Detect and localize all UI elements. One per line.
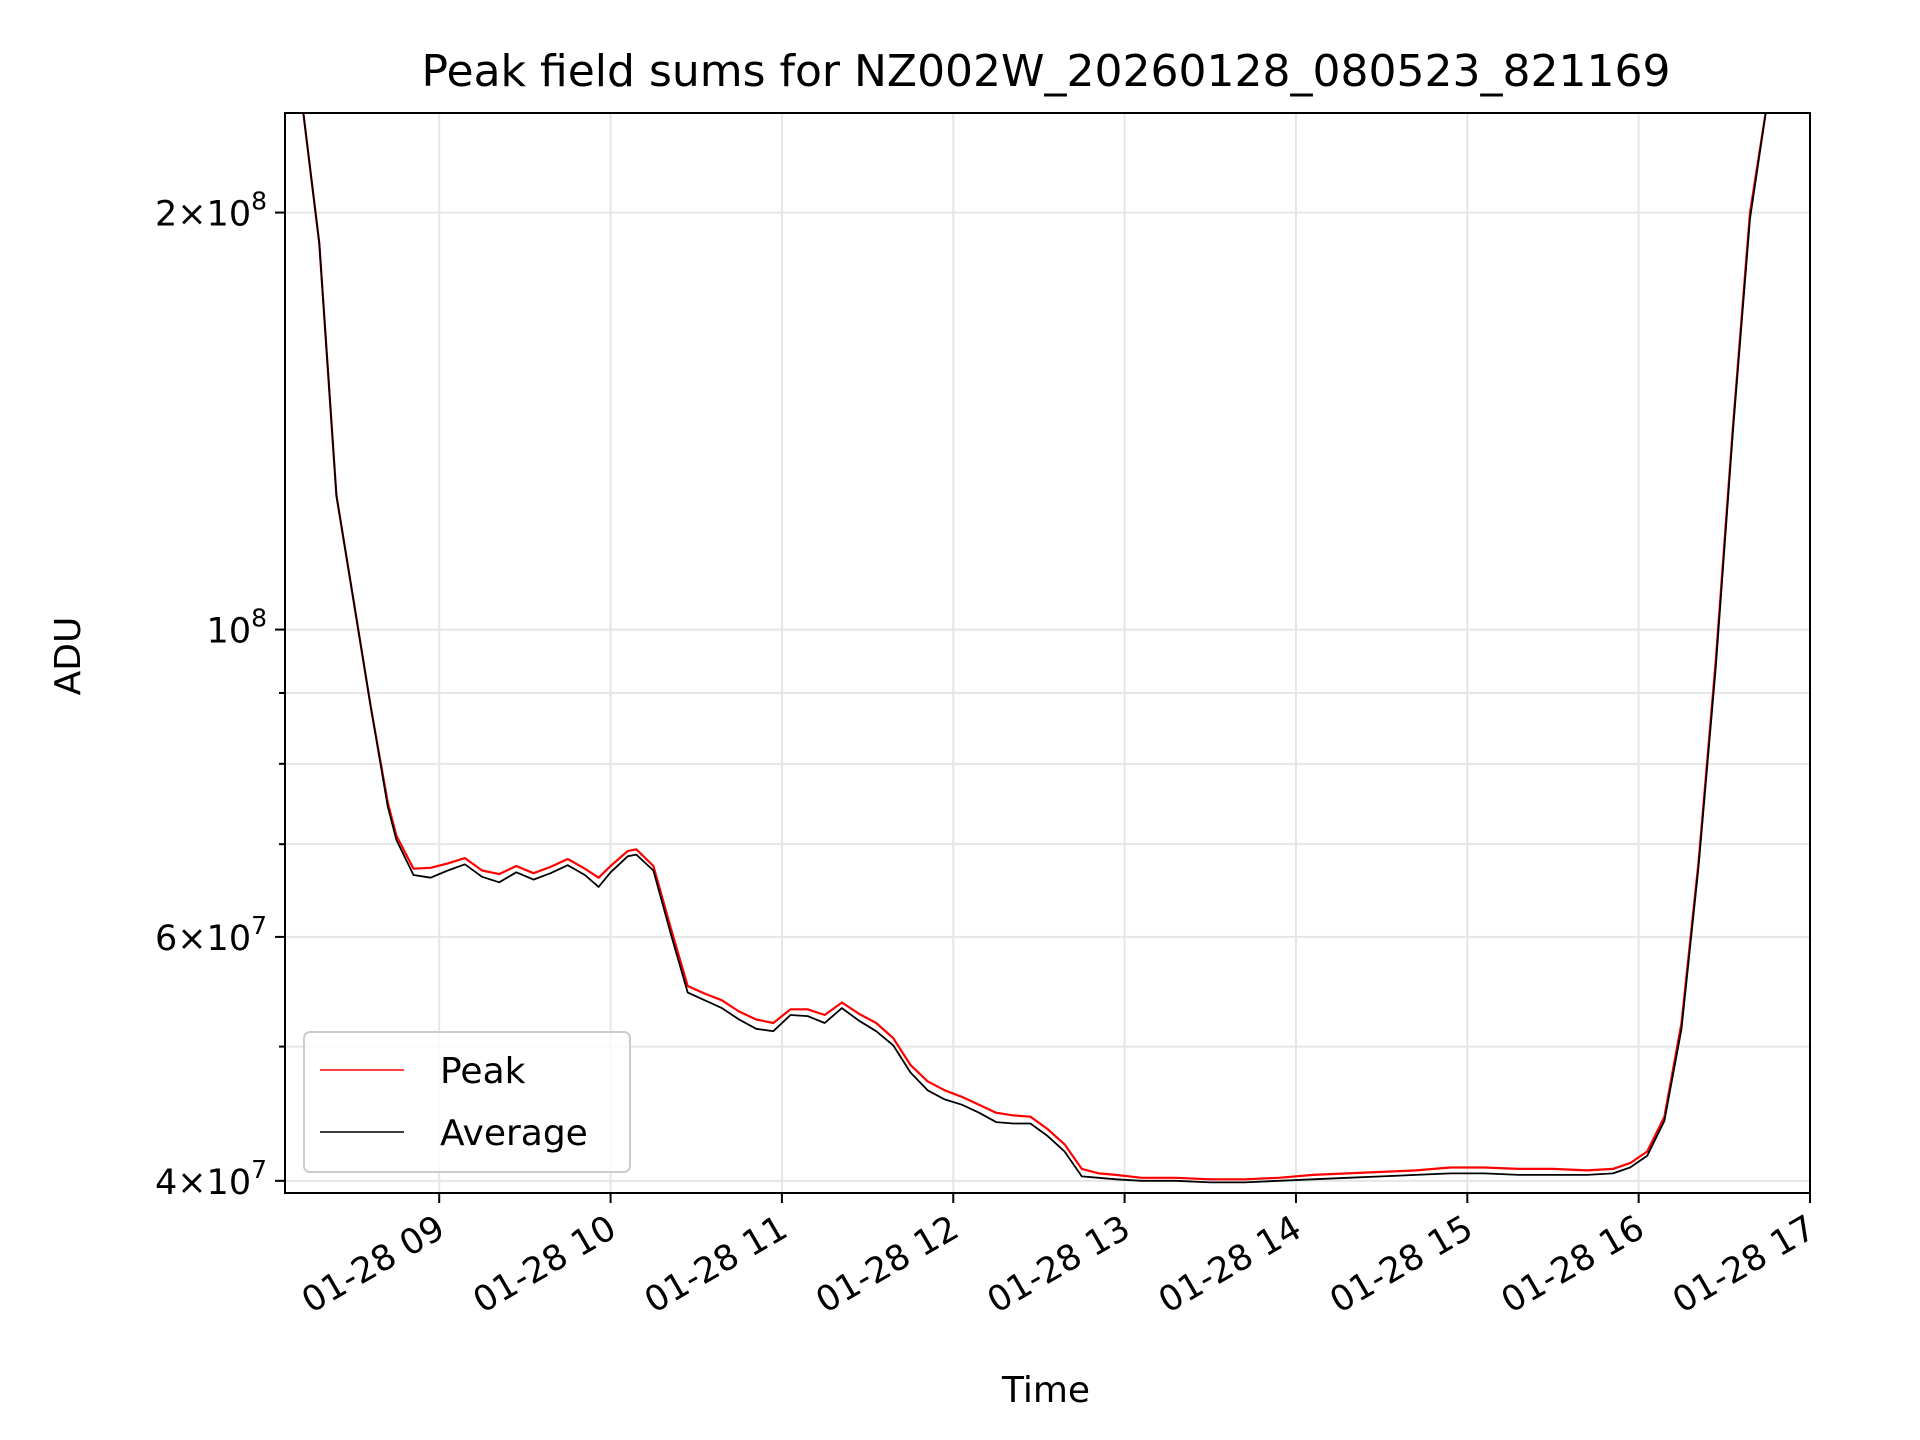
y-axis-label: ADU [48,617,89,696]
legend-label-average: Average [440,1113,588,1154]
series-layer [302,113,1767,1184]
legend-label-peak: Peak [440,1051,526,1092]
legend: Peak Average [303,1031,631,1173]
plot-frame [284,112,1811,1194]
series-line-average [302,113,1767,1184]
y-tick-label: 2×108 [155,187,267,235]
chart-title: Peak field sums for NZ002W_20260128_0805… [422,46,1671,97]
y-tick-label: 4×107 [155,1155,267,1203]
x-axis-label: Time [1001,1370,1090,1411]
y-tick-label: 108 [207,604,267,652]
y-tick-label: 6×107 [155,911,267,959]
legend-box [303,1031,631,1173]
series-line-peak [302,113,1767,1181]
